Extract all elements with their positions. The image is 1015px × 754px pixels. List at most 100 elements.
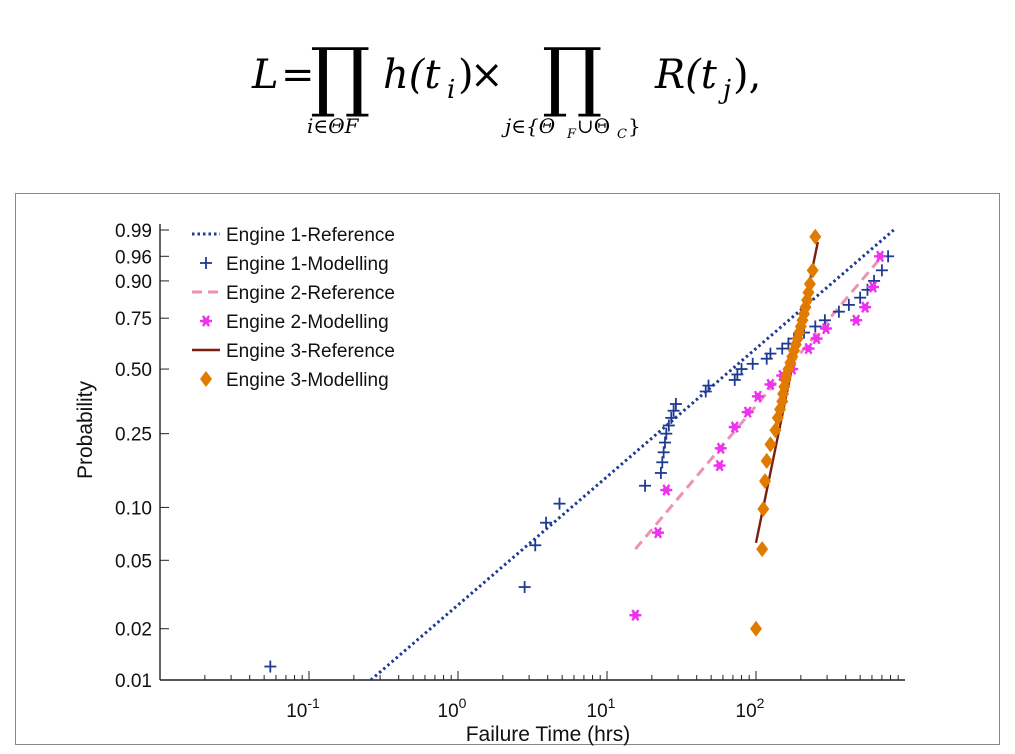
formula-factor-h: h(t	[383, 52, 441, 98]
y-axis-label: Probability	[74, 380, 97, 479]
legend-label: Engine 3-Modelling	[226, 370, 389, 391]
formula-factor-r: R(t	[654, 52, 718, 98]
asterisk-marker	[859, 301, 872, 314]
series-lines	[369, 228, 895, 682]
diamond-marker	[809, 228, 822, 245]
formula-limit-2-close: }	[628, 114, 641, 138]
chart-frame	[15, 193, 1000, 745]
plus-marker	[728, 373, 741, 386]
legend-item: Engine 3-Modelling	[200, 370, 389, 391]
x-tick-label: 101	[587, 695, 616, 722]
marker-series-6	[750, 228, 822, 637]
plus-marker	[667, 404, 680, 417]
marker-core	[744, 408, 752, 416]
legend-label: Engine 1-Reference	[226, 225, 395, 246]
diamond-marker	[759, 473, 772, 490]
plus-marker	[764, 347, 777, 360]
asterisk-marker	[764, 378, 777, 391]
plus-marker	[662, 419, 675, 432]
asterisk-marker	[802, 342, 815, 355]
formula-equals: =	[281, 52, 315, 98]
plus-marker	[660, 427, 673, 440]
diamond-marker	[750, 620, 762, 637]
marker-core	[654, 529, 662, 537]
legend-item: Engine 2-Modelling	[200, 312, 389, 333]
asterisk-marker	[874, 250, 887, 263]
asterisk-marker	[713, 459, 726, 472]
x-tick-label: 100	[438, 695, 467, 722]
plus-marker	[665, 411, 678, 424]
marker-core	[631, 611, 639, 619]
y-tick-label: 0.75	[115, 309, 152, 330]
plus-marker	[699, 385, 712, 398]
marker-core	[202, 317, 210, 325]
plus-marker	[200, 257, 212, 269]
legend-label: Engine 1-Modelling	[226, 254, 389, 275]
asterisk-marker	[714, 442, 727, 455]
plus-marker	[654, 466, 667, 479]
plus-marker	[776, 342, 789, 355]
legend-item: Engine 1-Modelling	[200, 254, 389, 275]
diamond-marker	[803, 276, 816, 293]
marker-core	[754, 392, 762, 400]
formula-product-1: ∏	[310, 31, 371, 120]
legend-item: Engine 1-Reference	[192, 225, 395, 246]
y-tick-label: 0.90	[115, 272, 152, 293]
chart-legend: Engine 1-Reference Engine 1-Modelling Engi…	[192, 225, 395, 391]
marker-core	[869, 283, 877, 291]
series-markers	[264, 228, 895, 673]
formula-product-2: ∏	[542, 31, 603, 120]
plus-marker	[875, 264, 888, 277]
x-tick-label: 10-1	[286, 695, 320, 722]
plus-marker	[518, 581, 531, 594]
reference-line-3	[634, 255, 884, 551]
asterisk-marker	[629, 609, 642, 621]
legend-label: Engine 3-Reference	[226, 341, 395, 362]
plus-marker	[809, 320, 822, 333]
diamond-marker	[769, 422, 782, 439]
formula-factor-r-close: ),	[733, 52, 761, 98]
asterisk-marker	[867, 281, 880, 293]
y-tick-label: 0.10	[115, 498, 152, 519]
likelihood-formula: L = ∏ i∈ΘF h(t i ) × ∏ j∈{Θ F ∪Θ C } R(t…	[251, 31, 761, 142]
plus-marker	[656, 456, 669, 469]
formula-factor-h-close: )	[458, 52, 474, 98]
x-axis-label: Failure Time (hrs)	[466, 723, 631, 746]
marker-core	[716, 462, 724, 470]
asterisk-marker	[751, 390, 764, 403]
asterisk-marker	[660, 484, 673, 496]
marker-core	[822, 325, 830, 333]
diamond-marker	[200, 371, 212, 387]
formula-lhs: L	[251, 52, 279, 98]
plot-axes: 10-1 100 101 102 0.01 0.02 0.05 0.10 0.25 0.50 0.7…	[115, 221, 905, 722]
asterisk-marker	[652, 526, 665, 539]
asterisk-marker	[850, 314, 863, 327]
formula-limit-2: j∈{Θ	[501, 114, 555, 138]
plus-marker	[639, 479, 652, 492]
plus-marker	[540, 516, 553, 529]
legend-item: Engine 3-Reference	[192, 341, 395, 362]
formula-factor-h-sub: i	[447, 75, 455, 105]
marker-core	[662, 486, 670, 494]
y-tick-label: 0.05	[115, 551, 152, 572]
marker-core	[861, 303, 869, 311]
diamond-marker	[760, 452, 773, 469]
plus-marker	[264, 660, 277, 673]
marker-core	[852, 316, 860, 324]
plus-marker	[529, 539, 542, 552]
formula-limit-2-union: ∪Θ	[577, 114, 610, 138]
marker-series-4	[629, 250, 887, 621]
legend-label: Engine 2-Modelling	[226, 312, 389, 333]
plus-marker	[657, 446, 670, 459]
reference-line-1	[369, 228, 895, 682]
asterisk-marker	[741, 406, 754, 418]
marker-core	[804, 345, 812, 353]
plus-marker	[746, 357, 759, 370]
asterisk-marker	[820, 322, 833, 335]
diamond-marker	[756, 541, 769, 558]
formula-limit-2-sub-f: F	[566, 127, 577, 142]
marker-core	[766, 380, 774, 388]
asterisk-marker	[728, 421, 741, 433]
plus-marker	[702, 379, 715, 392]
